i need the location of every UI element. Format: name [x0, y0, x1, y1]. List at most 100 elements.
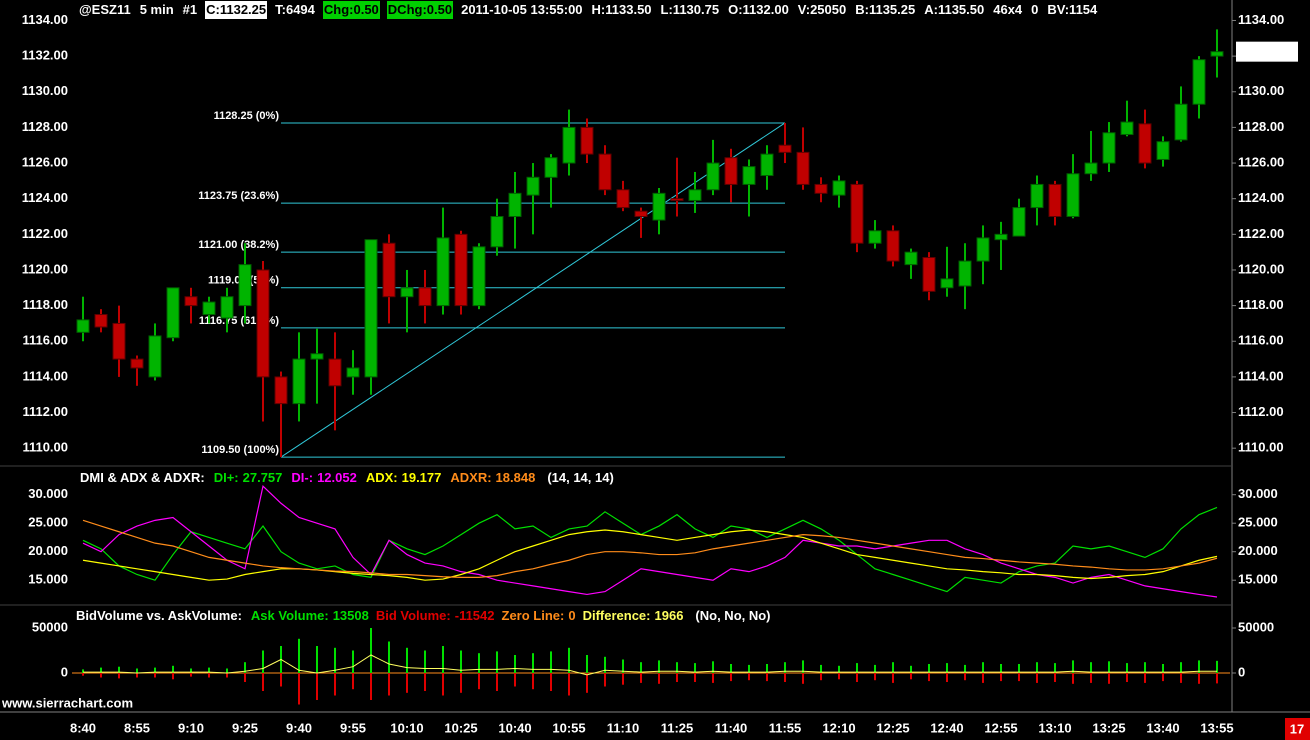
volume-bar — [802, 660, 804, 673]
candle-body — [490, 216, 504, 248]
y-tick-label: 1128.00 — [1238, 119, 1284, 134]
candle-body — [220, 296, 234, 319]
y-tick-label: 1112.00 — [22, 404, 68, 419]
volume-bar — [838, 665, 840, 673]
y-tick-label: 1132.00 — [22, 48, 68, 63]
volume-bar — [694, 663, 696, 673]
volume-bar — [298, 673, 300, 705]
status-field: Chg:0.50 — [322, 1, 380, 19]
x-tick-label: 11:25 — [661, 720, 694, 735]
candle-body — [652, 192, 666, 221]
volume-bar — [820, 673, 822, 681]
legend: BidVolume vs. AskVolume: Ask Volume: 13508… — [76, 608, 771, 623]
volume-bar — [982, 662, 984, 673]
volume-bar — [1000, 664, 1002, 673]
volume-bar — [424, 673, 426, 691]
x-tick-label: 10:55 — [552, 720, 585, 735]
y-tick-label: 1128.00 — [22, 119, 68, 134]
candle-body — [94, 314, 108, 328]
volume-bar — [388, 673, 390, 696]
volume-bar — [82, 673, 84, 676]
y-tick-label: 1112.00 — [1238, 404, 1284, 419]
candle-body — [472, 246, 486, 307]
indicator-line — [82, 519, 1218, 578]
candle-body — [760, 153, 774, 177]
candle-body — [580, 126, 594, 155]
volume-bar — [208, 673, 210, 678]
candle-body — [274, 376, 288, 405]
volume-bar — [190, 673, 192, 677]
volume-bar — [244, 673, 246, 682]
candle-body — [76, 319, 90, 333]
status-field: 0 — [1031, 2, 1039, 17]
x-tick-label: 11:55 — [769, 720, 802, 735]
volume-bar — [820, 664, 822, 673]
candle-body — [328, 358, 342, 387]
volume-bar — [1162, 664, 1164, 673]
volume-bar — [1144, 673, 1146, 683]
y-tick-label: 30.000 — [1238, 486, 1278, 501]
x-tick-label: 12:25 — [876, 720, 909, 735]
legend-item: BidVolume vs. AskVolume: — [76, 608, 242, 623]
volume-bar — [748, 673, 750, 681]
candle-body — [346, 367, 360, 378]
status-field: DChg:0.50 — [386, 1, 454, 19]
volume-bar — [1180, 662, 1182, 673]
legend-item: -11542 — [455, 608, 495, 623]
volume-bar — [1072, 660, 1074, 673]
volume-bar — [298, 638, 300, 673]
volume-bar — [226, 668, 228, 673]
y-tick-label: 25.000 — [28, 515, 68, 530]
y-tick-label: 30.000 — [28, 486, 68, 501]
status-bar: @ESZ11 5 min #1 C:1132.25 T:6494 Chg:0.50 DChg… — [78, 1, 1232, 19]
y-tick-label: 1124.00 — [22, 190, 68, 205]
y-tick-label: 1114.00 — [1238, 368, 1284, 383]
volume-bar — [1018, 664, 1020, 673]
x-tick-label: 8:40 — [70, 720, 96, 735]
volume-bar — [514, 673, 516, 687]
volume-bar — [874, 664, 876, 673]
status-field: @ESZ11 — [79, 2, 131, 17]
candle-body — [1156, 141, 1170, 160]
candle-body — [832, 180, 846, 196]
volume-bar — [1054, 663, 1056, 673]
badge-box — [1285, 718, 1310, 740]
volume-bar — [856, 663, 858, 673]
y-tick-label: 1110.00 — [1238, 440, 1284, 455]
status-field: H:1133.50 — [591, 2, 652, 17]
volume-bar — [928, 664, 930, 673]
volume-bar — [388, 641, 390, 673]
candle-body — [904, 251, 918, 266]
legend-item: ADXR: — [450, 470, 491, 485]
candle-body — [670, 198, 684, 201]
candle-body — [418, 287, 432, 307]
y-tick-label: 1122.00 — [1238, 226, 1284, 241]
x-tick-label: 11:40 — [715, 720, 748, 735]
legend-item: (14, 14, 14) — [547, 470, 614, 485]
fib-label: 1109.50 (100%) — [201, 444, 279, 456]
legend-item: Zero Line: — [502, 608, 565, 623]
volume-bar — [964, 664, 966, 673]
y-tick-label: 1116.00 — [1238, 333, 1284, 348]
volume-bar — [1216, 673, 1218, 684]
fib-label: 1121.00 (38.2%) — [198, 239, 279, 251]
candle-body — [778, 144, 792, 153]
candle-body — [1192, 59, 1206, 105]
volume-bar — [316, 646, 318, 673]
difference-line — [83, 654, 1218, 676]
badge: 17 — [1290, 721, 1304, 736]
x-tick-label: 10:40 — [498, 720, 531, 735]
volume-bar — [316, 673, 318, 700]
candle-body — [238, 264, 252, 307]
status-field: L:1130.75 — [660, 2, 720, 17]
y-tick-label: 1116.00 — [22, 333, 68, 348]
legend-item: 0 — [568, 608, 575, 623]
volume-bar — [460, 650, 462, 673]
y-tick-label: 50000 — [32, 619, 68, 634]
volume-bar — [496, 673, 498, 691]
indicator-line — [82, 484, 1218, 598]
volume-bar — [1018, 673, 1020, 682]
x-tick-label: 9:55 — [340, 720, 366, 735]
fib-trend-line — [280, 122, 786, 458]
